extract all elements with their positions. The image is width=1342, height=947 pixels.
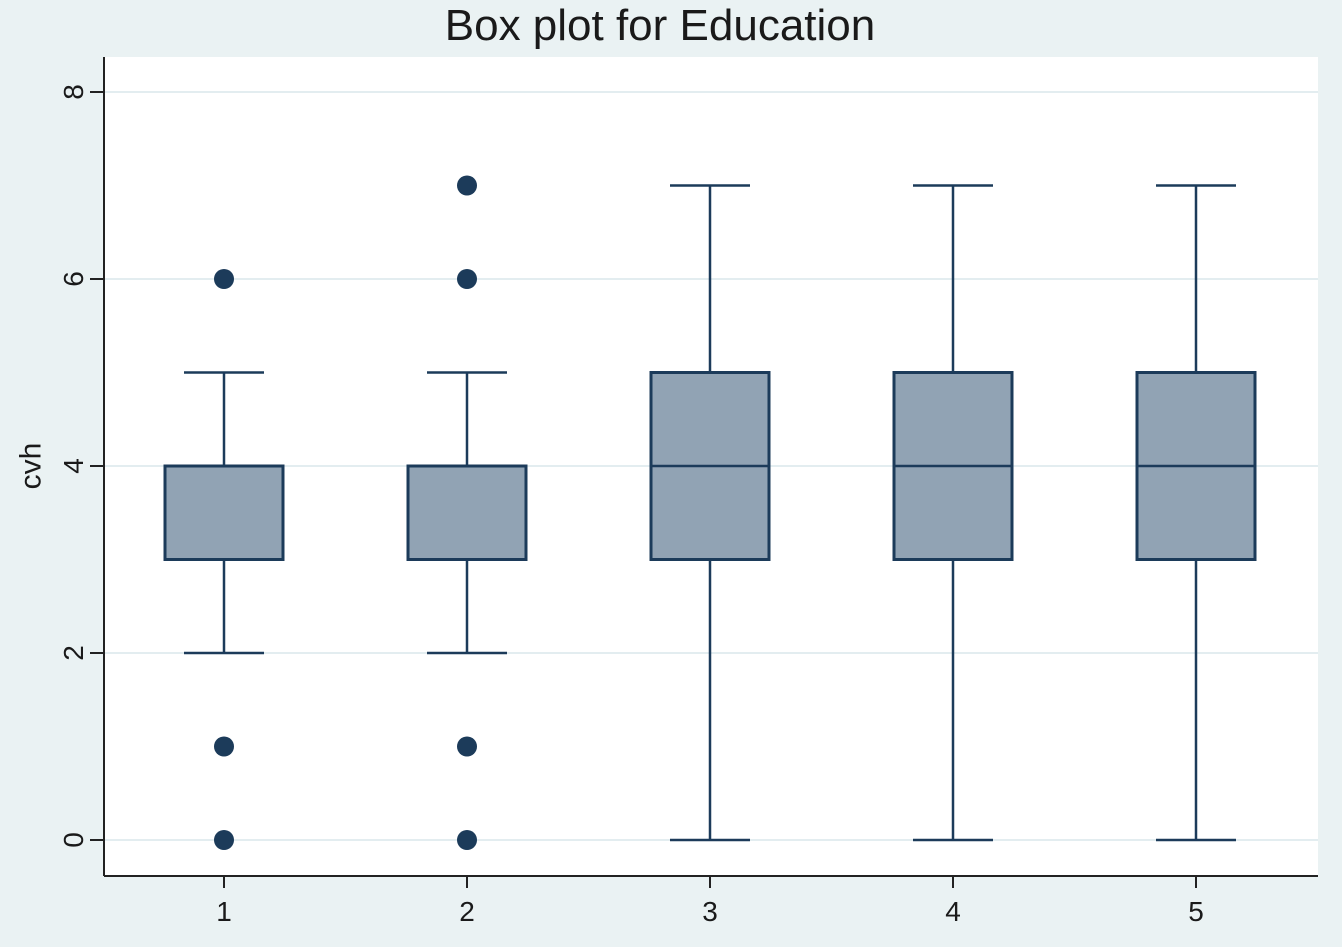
chart-title: Box plot for Education <box>445 1 875 50</box>
axes: 0 2 4 6 8 1 2 3 4 5 <box>58 57 1318 927</box>
box-iqr <box>163 464 285 561</box>
box-group-5 <box>1135 184 1257 842</box>
y-tick-label: 8 <box>58 84 89 100</box>
outlier-point <box>457 830 477 850</box>
box-group-2 <box>406 175 528 850</box>
x-tick-label: 5 <box>1188 896 1204 927</box>
y-tick-label: 0 <box>58 832 89 848</box>
box-group-3 <box>649 184 771 842</box>
outlier-point <box>214 830 234 850</box>
outlier-point <box>214 736 234 757</box>
x-tick-label: 3 <box>702 896 718 927</box>
box-group-1 <box>163 269 285 850</box>
x-tick-label: 1 <box>216 896 232 927</box>
box-iqr <box>406 464 528 561</box>
y-tick-label: 6 <box>58 271 89 287</box>
outlier-point <box>457 736 477 757</box>
y-tick-label: 4 <box>58 458 89 474</box>
y-tick-label: 2 <box>58 645 89 661</box>
y-axis-label: cvh <box>15 443 48 490</box>
box-plot-marks <box>163 175 1257 850</box>
x-tick-label: 2 <box>459 896 475 927</box>
box-group-4 <box>892 184 1014 842</box>
outlier-point <box>214 269 234 289</box>
x-tick-label: 4 <box>945 896 961 927</box>
outlier-point <box>457 175 477 196</box>
outlier-point <box>457 269 477 289</box>
